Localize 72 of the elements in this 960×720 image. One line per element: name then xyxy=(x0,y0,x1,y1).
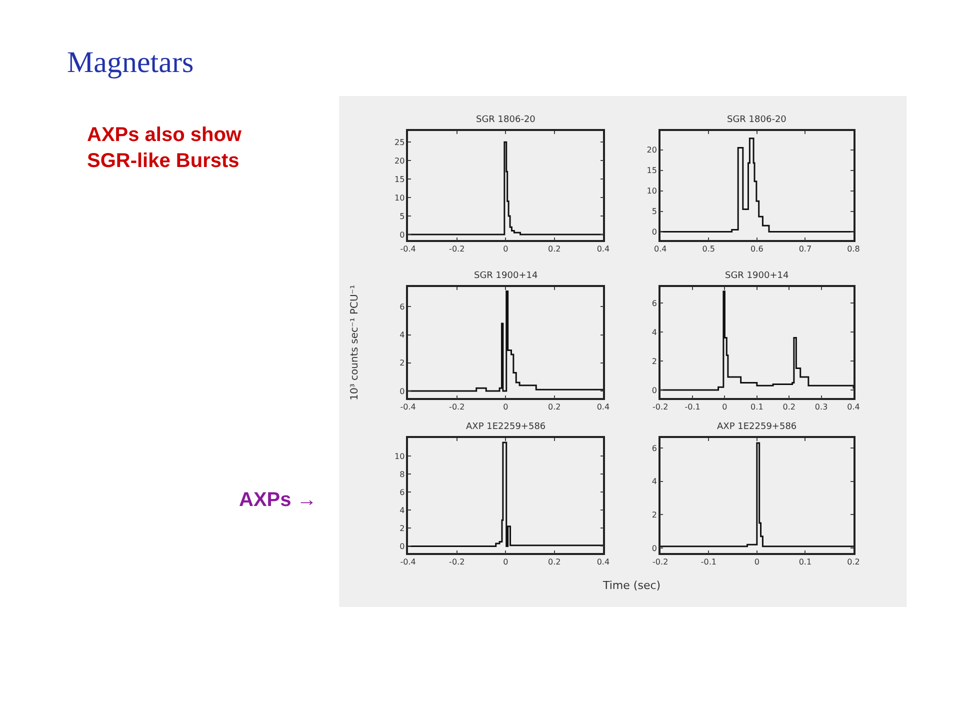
chart-title: SGR 1806-20 xyxy=(727,115,787,125)
chart-title: SGR 1900+14 xyxy=(725,271,789,281)
y-tick-label: 15 xyxy=(646,166,657,176)
chart-title: AXP 1E2259+586 xyxy=(717,422,797,432)
x-tick-label: -0.2 xyxy=(652,402,668,412)
x-tick-label: 0 xyxy=(503,244,508,254)
y-tick-label: 4 xyxy=(652,328,657,337)
y-tick-label: 8 xyxy=(400,470,405,479)
chart-title: SGR 1806-20 xyxy=(476,115,536,125)
y-tick-label: 5 xyxy=(652,207,657,216)
x-tick-label: 0.4 xyxy=(654,244,667,254)
x-tick-label: -0.1 xyxy=(684,402,700,412)
y-tick-label: 5 xyxy=(400,212,405,221)
x-tick-label: -0.2 xyxy=(449,557,465,566)
y-tick-label: 0 xyxy=(652,228,657,237)
y-tick-label: 6 xyxy=(652,444,657,453)
x-tick-label: 0.8 xyxy=(847,244,860,254)
x-tick-label: 0.4 xyxy=(596,402,610,412)
x-tick-label: 0.1 xyxy=(798,557,812,566)
y-tick-label: 10 xyxy=(394,452,405,461)
x-tick-label: 0.3 xyxy=(814,402,828,412)
y-tick-label: 6 xyxy=(400,302,405,312)
y-tick-label: 4 xyxy=(400,330,405,340)
y-tick-label: 15 xyxy=(394,174,405,184)
text: Magnetars xyxy=(67,46,194,79)
y-tick-label: 20 xyxy=(646,146,657,155)
x-tick-label: -0.2 xyxy=(449,244,465,254)
x-axis-title: Time (sec) xyxy=(602,579,661,592)
y-tick-label: 0 xyxy=(652,544,657,553)
x-tick-label: -0.2 xyxy=(652,557,668,566)
x-tick-label: 0.1 xyxy=(750,402,764,412)
y-tick-label: 10 xyxy=(394,193,405,202)
text: AXPs → xyxy=(239,489,317,511)
x-tick-label: -0.4 xyxy=(400,402,416,412)
x-tick-label: -0.2 xyxy=(449,402,465,412)
y-tick-label: 0 xyxy=(400,230,405,240)
y-axis-title: 10³ counts sec⁻¹ PCU⁻¹ xyxy=(349,284,360,400)
y-tick-label: 6 xyxy=(652,298,657,308)
x-tick-label: 0.7 xyxy=(798,244,812,254)
chart-title: AXP 1E2259+586 xyxy=(466,422,546,432)
x-tick-label: 0 xyxy=(722,402,728,412)
y-tick-label: 0 xyxy=(652,386,657,395)
y-tick-label: 6 xyxy=(400,488,405,497)
y-tick-label: 2 xyxy=(400,358,405,368)
text: AXPs also show SGR-like Bursts xyxy=(87,124,242,172)
y-tick-label: 25 xyxy=(394,138,405,147)
x-tick-label: 0.2 xyxy=(782,402,796,412)
y-tick-label: 2 xyxy=(652,356,657,366)
y-tick-label: 0 xyxy=(400,542,405,552)
x-tick-label: 0 xyxy=(503,402,508,412)
y-tick-label: 20 xyxy=(394,156,405,166)
y-tick-label: 0 xyxy=(400,386,405,396)
x-tick-label: -0.4 xyxy=(400,244,416,254)
x-tick-label: 0.6 xyxy=(750,244,764,254)
y-tick-label: 4 xyxy=(400,506,405,515)
x-tick-label: -0.4 xyxy=(400,557,416,566)
x-tick-label: -0.1 xyxy=(700,557,716,566)
x-tick-label: 0.4 xyxy=(596,244,610,254)
x-tick-label: 0.2 xyxy=(548,402,561,412)
x-tick-label: 0.4 xyxy=(596,557,610,566)
x-tick-label: 0 xyxy=(503,557,508,566)
x-tick-label: 0 xyxy=(754,557,760,566)
y-tick-label: 2 xyxy=(400,524,405,533)
x-tick-label: 0.5 xyxy=(702,244,716,254)
x-tick-label: 0.2 xyxy=(847,557,860,566)
x-tick-label: 0.2 xyxy=(548,557,561,566)
y-tick-label: 2 xyxy=(652,510,657,520)
chart-title: SGR 1900+14 xyxy=(474,271,538,281)
x-tick-label: 0.2 xyxy=(548,244,561,254)
x-tick-label: 0.4 xyxy=(847,402,860,412)
y-tick-label: 10 xyxy=(646,186,657,196)
y-tick-label: 4 xyxy=(652,477,657,486)
